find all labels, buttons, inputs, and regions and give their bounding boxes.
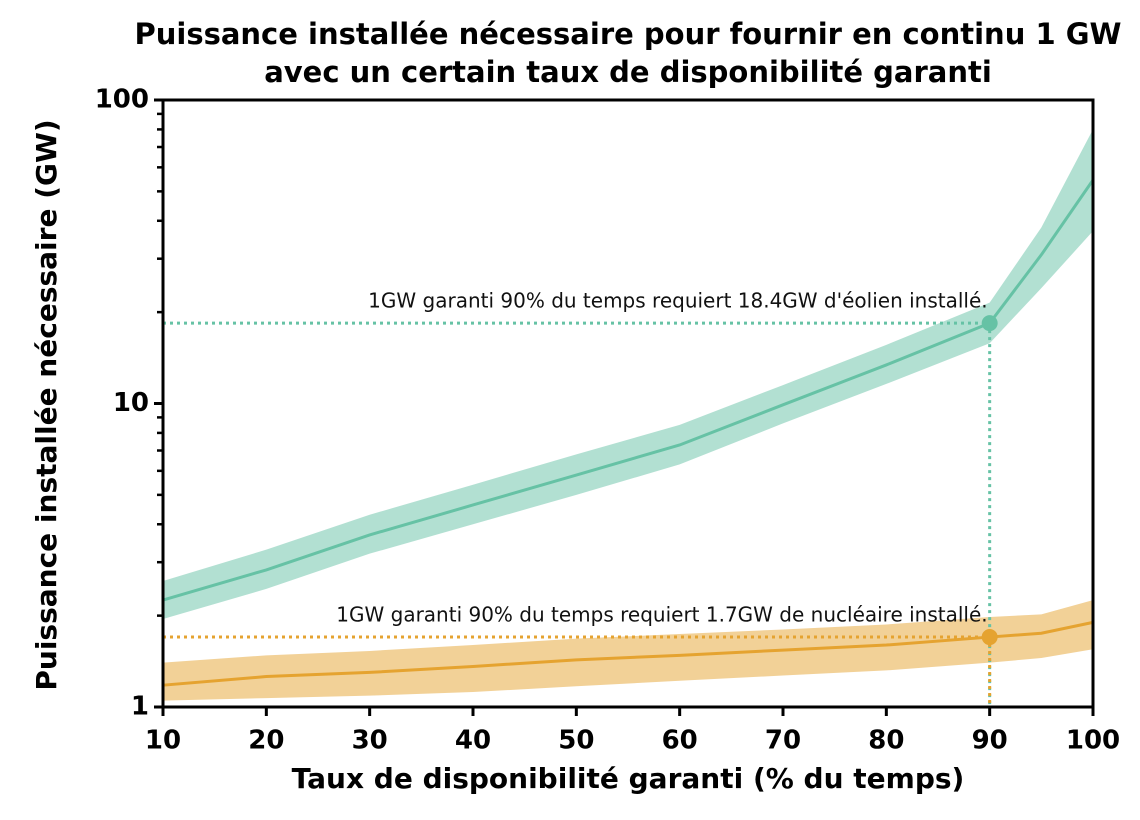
- chart-title: avec un certain taux de disponibilité ga…: [264, 55, 992, 89]
- y-tick-label: 1: [131, 692, 149, 722]
- x-tick-label: 100: [1066, 726, 1120, 756]
- x-tick-label: 10: [145, 726, 181, 756]
- marker: [981, 315, 998, 332]
- annotation: 1GW garanti 90% du temps requiert 1.7GW …: [336, 603, 987, 627]
- x-tick-label: 50: [558, 726, 594, 756]
- chart-title: Puissance installée nécessaire pour four…: [134, 17, 1121, 51]
- x-tick-label: 30: [352, 726, 388, 756]
- annotation: 1GW garanti 90% du temps requiert 18.4GW…: [368, 289, 987, 313]
- band: [163, 600, 1093, 701]
- x-tick-label: 60: [662, 726, 698, 756]
- x-tick-label: 40: [455, 726, 491, 756]
- x-axis-label: Taux de disponibilité garanti (% du temp…: [292, 762, 965, 795]
- x-tick-label: 70: [765, 726, 801, 756]
- x-tick-label: 80: [868, 726, 904, 756]
- y-tick-label: 10: [113, 388, 149, 418]
- line: [162, 179, 1095, 602]
- band: [163, 129, 1093, 619]
- x-tick-label: 20: [248, 726, 284, 756]
- plot-frame: [161, 98, 1095, 709]
- x-tick-label: 90: [972, 726, 1008, 756]
- marker: [981, 629, 998, 646]
- y-tick-label: 100: [95, 85, 149, 115]
- line: [162, 620, 1094, 687]
- y-axis-label: Puissance installée nécessaire (GW): [30, 119, 63, 690]
